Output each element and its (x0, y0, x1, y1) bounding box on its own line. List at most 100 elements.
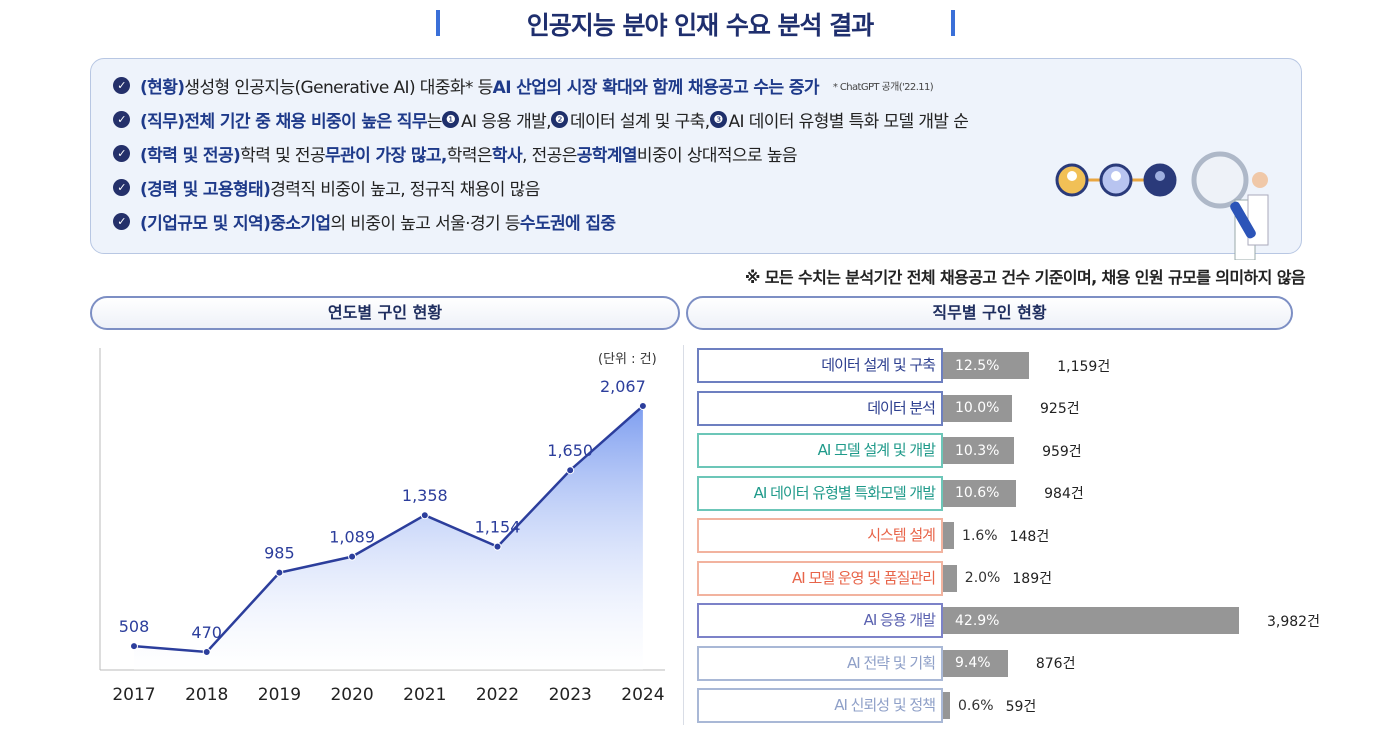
rank-number-icon: ❶ (441, 111, 459, 128)
summary-box: ✓ (현황) 생성형 인공지능(Generative AI) 대중화* 등 AI … (90, 58, 1302, 254)
data-label: 2,067 (600, 377, 646, 396)
data-note: ※ 모든 수치는 분석기간 전체 채용공고 건수 기준이며, 채용 인원 규모를… (744, 268, 1306, 287)
summary-text: , 전공은 (522, 146, 577, 166)
summary-text: 데이터 설계 및 구축, (569, 112, 710, 132)
data-point (275, 568, 284, 577)
pct-label: 9.4% (955, 655, 991, 671)
job-bar-row: 시스템 설계 1.6% 148건 (697, 518, 1049, 553)
summary-text: 무관이 가장 많고, (325, 146, 447, 166)
summary-text: 는 (426, 112, 443, 132)
summary-text: 공학계열 (576, 146, 638, 166)
summary-item: ✓ (직무) 전체 기간 중 채용 비중이 높은 직무 는 ❶ AI 응용 개발, ❷… (113, 107, 969, 132)
summary-text: 전체 기간 중 채용 비중이 높은 직무 (184, 112, 427, 132)
rank-number-icon: ❷ (550, 111, 568, 128)
x-tick-label: 2017 (112, 685, 155, 705)
job-bar: 12.5% (943, 352, 1030, 379)
area-fill (134, 406, 643, 670)
job-bar: 42.9% (943, 607, 1239, 634)
check-circle-icon: ✓ (113, 213, 130, 230)
data-point (638, 402, 647, 410)
job-label: AI 신뢰성 및 정책 (697, 688, 943, 723)
job-bar-row: AI 전략 및 기획 9.4% 876건 (697, 645, 1075, 681)
summary-tag: (직무) (140, 112, 185, 132)
job-bar: 10.3% (943, 437, 1015, 464)
pct-label: 10.0% (955, 400, 1000, 416)
summary-text: 의 비중이 높고 서울·경기 등 (330, 214, 520, 234)
check-circle-icon: ✓ (113, 179, 130, 196)
pct-label: 10.3% (955, 442, 1000, 459)
count-label: 984건 (1044, 486, 1084, 502)
x-tick-label: 2023 (549, 685, 592, 705)
job-bar-row: AI 응용 개발 42.9% 3,982건 (697, 603, 1320, 638)
summary-text: 학력 및 전공 (240, 146, 325, 166)
summary-text: 생성형 인공지능(Generative AI) 대중화* 등 (184, 78, 493, 98)
x-tick-label: 2018 (185, 685, 228, 705)
data-label: 508 (119, 617, 150, 636)
pct-label: 0.6% (958, 697, 994, 714)
x-tick-label: 2024 (621, 685, 664, 705)
job-bar (943, 692, 950, 719)
count-label: 1,159건 (1057, 358, 1111, 375)
x-tick-label: 2020 (330, 685, 373, 705)
data-label: 1,358 (402, 486, 448, 505)
job-label: 데이터 설계 및 구축 (697, 348, 943, 383)
job-bar-row: 데이터 설계 및 구축 12.5% 1,159건 (697, 348, 1110, 383)
job-bar: 9.4% (943, 649, 1008, 677)
data-label: 1,154 (475, 518, 521, 537)
unit-label: (단위 : 건) (598, 352, 657, 367)
job-bar-row: AI 신뢰성 및 정책 0.6% 59건 (697, 688, 1036, 723)
data-point (566, 466, 575, 475)
summary-text: 학력은 (446, 146, 493, 166)
x-tick-label: 2022 (476, 685, 519, 705)
job-label: AI 모델 운영 및 품질관리 (697, 560, 943, 596)
title-accent-right (951, 10, 955, 36)
summary-item: ✓ (경력 및 고용형태) 경력직 비중이 높고, 정규직 채용이 많음 (113, 175, 540, 200)
yearly-section-title: 연도별 구인 현황 (90, 296, 680, 330)
summary-text: 경력직 비중이 높고, 정규직 채용이 많음 (270, 180, 540, 200)
job-label: 시스템 설계 (697, 518, 943, 553)
job-section-title: 직무별 구인 현황 (686, 296, 1293, 330)
data-label: 470 (191, 623, 222, 642)
data-point (420, 511, 429, 520)
check-circle-icon: ✓ (113, 111, 130, 128)
summary-text: AI 응용 개발, (460, 112, 552, 132)
job-bar (943, 564, 957, 592)
pct-label: 1.6% (962, 527, 998, 544)
data-label: 1,650 (547, 441, 593, 460)
check-circle-icon: ✓ (113, 77, 130, 94)
count-label: 3,982건 (1267, 613, 1320, 630)
data-point (348, 552, 357, 561)
data-point (202, 647, 211, 656)
summary-tag: (학력 및 전공) (140, 146, 241, 166)
count-label: 59건 (1005, 698, 1037, 715)
x-tick-label: 2021 (403, 685, 446, 705)
divider (683, 345, 684, 725)
series-line (133, 405, 644, 654)
summary-item: ✓ (학력 및 전공) 학력 및 전공 무관이 가장 많고, 학력은 학사, 전공… (113, 141, 798, 166)
summary-item: ✓ (현황) 생성형 인공지능(Generative AI) 대중화* 등 AI … (113, 73, 934, 98)
job-bar: 10.6% (943, 479, 1017, 507)
summary-text: 중소기업 (270, 214, 331, 234)
job-label: AI 전략 및 기획 (697, 645, 943, 681)
x-tick-label: 2019 (258, 685, 301, 705)
summary-text: 비중이 상대적으로 높음 (636, 146, 798, 166)
summary-item: ✓ (기업규모 및 지역) 중소기업 의 비중이 높고 서울·경기 등 수도권에 집… (113, 209, 616, 234)
yearly-line-chart: 508 2017 470 2018 985 2019 1,089 2020 1,358 2021 1… (99, 348, 665, 705)
summary-tag: (현황) (140, 78, 185, 98)
data-label: 985 (264, 544, 295, 563)
summary-text: AI 데이터 유형별 특화 모델 개발 순 (728, 112, 969, 132)
count-label: 189건 (1012, 571, 1052, 587)
job-bar (943, 522, 955, 549)
rank-number-icon: ❸ (709, 111, 727, 128)
job-label: 데이터 분석 (697, 390, 943, 426)
page-title: 인공지능 분야 인재 수요 분석 결과 (526, 11, 875, 40)
job-label: AI 모델 설계 및 개발 (697, 433, 943, 468)
analyst-illustration-icon (1055, 151, 1269, 260)
check-circle-icon: ✓ (113, 145, 130, 162)
job-bar-row: 데이터 분석 10.0% 925건 (697, 390, 1080, 426)
footnote: * ChatGPT 공개('22.11) (832, 82, 934, 93)
summary-tag: (기업규모 및 지역) (140, 214, 271, 234)
pct-label: 2.0% (964, 570, 1001, 586)
job-bar: 10.0% (943, 394, 1012, 422)
summary-text: AI 산업의 시장 확대와 함께 채용공고 수는 증가 (492, 78, 820, 98)
